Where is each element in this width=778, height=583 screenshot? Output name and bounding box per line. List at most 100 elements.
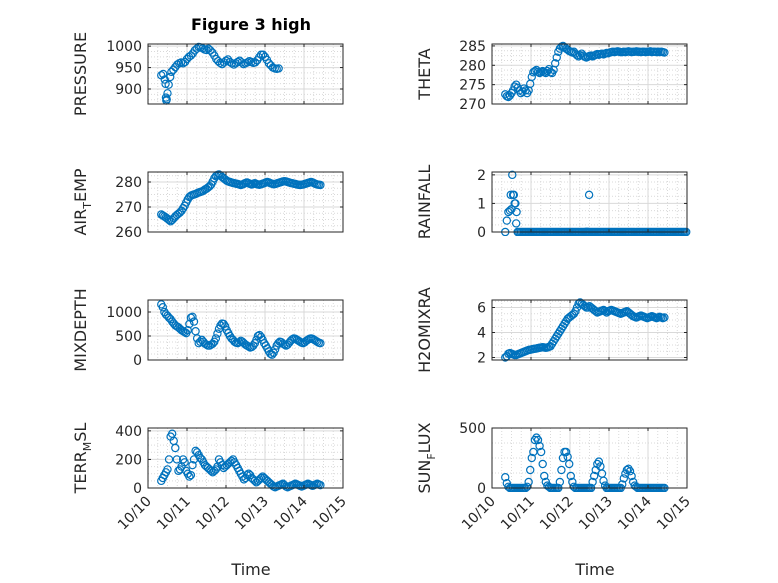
panel-pressure: 900 950 1000 PRESSURE bbox=[71, 32, 344, 116]
data-point bbox=[584, 190, 594, 200]
data-point bbox=[198, 44, 207, 53]
data-point bbox=[316, 180, 325, 190]
data-point bbox=[172, 455, 182, 464]
axes-box bbox=[491, 299, 688, 361]
y-tick-label: 1 bbox=[477, 196, 486, 212]
data-point bbox=[530, 435, 540, 445]
panel-h2omixra: 2 4 6 H2OMIXRA bbox=[415, 287, 688, 373]
y-tick-label: 275 bbox=[459, 78, 486, 94]
x-tick-label: 10/15 bbox=[310, 494, 350, 534]
data-point bbox=[164, 80, 173, 89]
y-axis-label: RAINFALL bbox=[415, 165, 434, 240]
data-point bbox=[213, 329, 222, 338]
data-point bbox=[171, 443, 180, 453]
data-point bbox=[561, 447, 571, 457]
y-tick-label: 280 bbox=[115, 175, 142, 191]
data-series bbox=[157, 170, 325, 226]
data-point bbox=[215, 58, 225, 68]
data-point bbox=[316, 480, 325, 490]
grid bbox=[491, 172, 688, 233]
axes-box bbox=[147, 299, 344, 361]
y-tick-label: 280 bbox=[459, 58, 486, 74]
y-axis-label: TERRMSL bbox=[71, 423, 94, 495]
grid bbox=[491, 427, 688, 489]
y-tick-label: 0 bbox=[477, 481, 486, 497]
data-point bbox=[183, 326, 192, 335]
data-series bbox=[501, 41, 669, 102]
x-tick-label: 10/10 bbox=[115, 494, 155, 534]
data-point bbox=[566, 471, 575, 481]
x-tick-label: 10/11 bbox=[498, 494, 538, 534]
y-tick-label: 4 bbox=[477, 326, 486, 342]
data-point bbox=[227, 59, 237, 68]
data-point bbox=[572, 51, 582, 60]
axes-box bbox=[147, 171, 344, 233]
panel-theta: 270 275 280 285 THETA bbox=[415, 39, 688, 113]
y-tick-label: 1000 bbox=[106, 39, 142, 55]
y-axis-label: MIXDEPTH bbox=[71, 288, 90, 371]
x-tick-label: 10/11 bbox=[154, 494, 194, 534]
data-point bbox=[159, 69, 168, 79]
data-point bbox=[571, 307, 580, 316]
data-point bbox=[316, 339, 325, 348]
data-point bbox=[526, 79, 535, 89]
y-tick-label: 270 bbox=[115, 200, 142, 216]
axes-box bbox=[491, 427, 688, 489]
data-point bbox=[186, 470, 196, 480]
x-tick-label: 10/12 bbox=[537, 494, 577, 534]
data-point bbox=[600, 307, 610, 316]
data-series bbox=[501, 298, 669, 362]
axes-box bbox=[147, 43, 344, 105]
data-point bbox=[206, 466, 216, 476]
axes-box bbox=[147, 427, 344, 489]
panel-air-temp: 260 270 280 AIRTEMP bbox=[71, 168, 344, 241]
panel-mixdepth: 0 500 1000 MIXDEPTH bbox=[71, 288, 344, 372]
data-point bbox=[158, 303, 168, 312]
data-point bbox=[660, 313, 669, 322]
x-axis-label-left: Time bbox=[230, 560, 270, 579]
y-tick-label: 2 bbox=[477, 351, 486, 367]
data-point bbox=[588, 477, 597, 487]
data-point bbox=[188, 460, 197, 470]
data-point bbox=[221, 322, 230, 331]
y-axis-label: PRESSURE bbox=[71, 32, 90, 116]
data-point bbox=[591, 307, 600, 316]
data-point bbox=[508, 170, 517, 180]
data-point bbox=[627, 471, 636, 481]
data-point bbox=[511, 199, 520, 208]
data-series bbox=[157, 42, 283, 105]
data-point bbox=[237, 58, 246, 67]
y-tick-label: 270 bbox=[459, 97, 486, 113]
data-point bbox=[501, 473, 510, 482]
data-point bbox=[660, 48, 669, 57]
data-series bbox=[157, 300, 325, 359]
y-tick-label: 900 bbox=[115, 82, 142, 98]
data-point bbox=[526, 465, 535, 475]
axes-box bbox=[491, 171, 688, 233]
y-tick-label: 0 bbox=[133, 353, 142, 369]
data-point bbox=[162, 95, 171, 104]
data-point bbox=[555, 477, 565, 487]
data-point bbox=[552, 53, 561, 62]
y-tick-label: 500 bbox=[115, 329, 142, 345]
x-axis-label-right: Time bbox=[574, 560, 614, 579]
data-point bbox=[191, 327, 200, 336]
y-tick-label: 500 bbox=[459, 421, 486, 437]
data-series bbox=[157, 429, 325, 492]
data-point bbox=[164, 215, 174, 225]
data-point bbox=[244, 342, 253, 351]
y-tick-label: 950 bbox=[115, 61, 142, 77]
data-point bbox=[625, 467, 635, 476]
panel-sun-flux: 10/10 10/11 10/12 10/13 10/14 10/15 0 500 SUNFLU… bbox=[415, 421, 694, 533]
data-point bbox=[185, 319, 194, 329]
x-tick-label: 10/15 bbox=[654, 494, 694, 534]
data-point bbox=[624, 464, 633, 473]
x-tick-label: 10/10 bbox=[459, 494, 499, 534]
x-tick-label: 10/13 bbox=[232, 494, 272, 534]
y-axis-label: AIRTEMP bbox=[71, 168, 94, 235]
data-point bbox=[164, 455, 174, 464]
data-point bbox=[163, 89, 172, 98]
data-point bbox=[565, 459, 574, 469]
data-point bbox=[589, 471, 599, 481]
